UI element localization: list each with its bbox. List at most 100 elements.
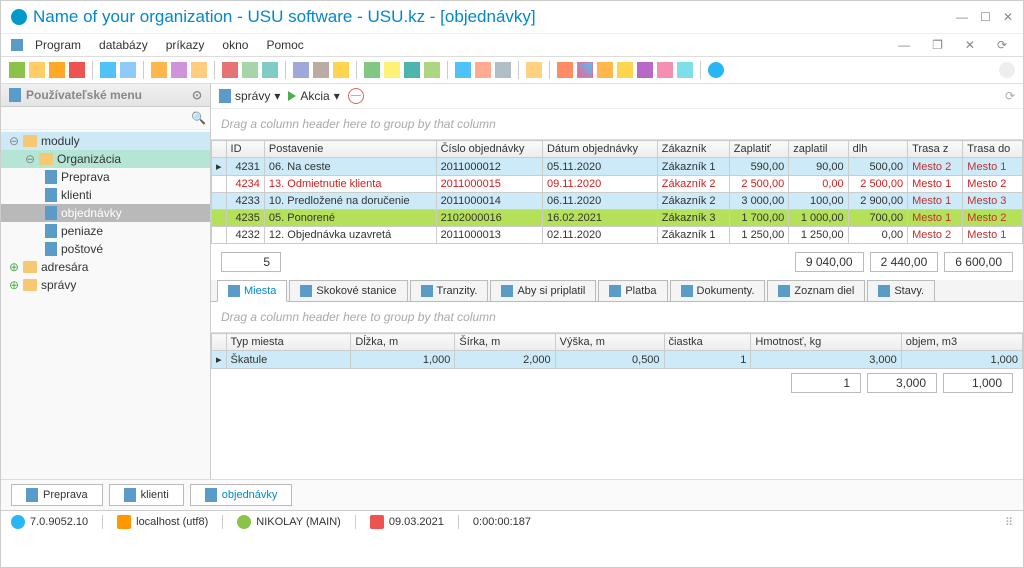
- col-header[interactable]: Výška, m: [555, 334, 664, 351]
- col-header[interactable]: Trasa do: [963, 141, 1023, 158]
- menu-prikazy[interactable]: príkazy: [160, 36, 211, 54]
- col-header[interactable]: Číslo objednávky: [436, 141, 542, 158]
- tree-spravy[interactable]: ⊕správy: [1, 276, 210, 294]
- tree-adresara[interactable]: ⊕adresára: [1, 258, 210, 276]
- status-host: localhost (utf8): [136, 516, 208, 528]
- detail-tab[interactable]: Platba: [598, 280, 667, 301]
- col-header[interactable]: Zákazník: [657, 141, 729, 158]
- detail-tab[interactable]: Aby si priplatil: [490, 280, 596, 301]
- tree-postove[interactable]: poštové: [1, 240, 210, 258]
- reload-icon[interactable]: ⟳: [991, 36, 1013, 54]
- sidebar-search[interactable]: 🔍: [1, 107, 210, 130]
- tree-objednavky[interactable]: objednávky: [1, 204, 210, 222]
- col-header[interactable]: objem, m3: [901, 334, 1022, 351]
- col-header[interactable]: Šírka, m: [455, 334, 555, 351]
- tb-layout-icon[interactable]: [495, 62, 511, 78]
- tb-new-icon[interactable]: [9, 62, 25, 78]
- tb-pin-icon[interactable]: [526, 62, 542, 78]
- col-header[interactable]: dlh: [848, 141, 907, 158]
- col-header[interactable]: Postavenie: [264, 141, 436, 158]
- tb-arrow-icon[interactable]: [333, 62, 349, 78]
- tree-organizacia[interactable]: ⊖Organizácia: [1, 150, 210, 168]
- tb-more-icon[interactable]: [999, 62, 1015, 78]
- col-header[interactable]: ID: [226, 141, 264, 158]
- detail-grid[interactable]: Typ miestaDĺžka, mŠírka, mVýška, mčiastk…: [211, 333, 1023, 369]
- table-row[interactable]: ▸423106. Na ceste201100001205.11.2020Zák…: [212, 158, 1023, 176]
- tb-user-icon[interactable]: [637, 62, 653, 78]
- tb-chart-icon[interactable]: [475, 62, 491, 78]
- spravy-dropdown[interactable]: správy▾: [219, 89, 280, 103]
- menu-pomoc[interactable]: Pomoc: [260, 36, 309, 54]
- tb-theme-icon[interactable]: [577, 62, 593, 78]
- tb-key-icon[interactable]: [677, 62, 693, 78]
- col-header[interactable]: Hmotnosť, kg: [751, 334, 901, 351]
- reload-content-icon[interactable]: ⟳: [1005, 89, 1015, 103]
- tb-export-icon[interactable]: [424, 62, 440, 78]
- tb-tree-icon[interactable]: [293, 62, 309, 78]
- tb-list-icon[interactable]: [313, 62, 329, 78]
- tb-filter-icon[interactable]: [151, 62, 167, 78]
- tb-lock-icon[interactable]: [617, 62, 633, 78]
- table-row[interactable]: 423212. Objednávka uzavretá201100001302.…: [212, 227, 1023, 244]
- tb-users-icon[interactable]: [657, 62, 673, 78]
- table-row[interactable]: 423310. Predložené na doručenie201100001…: [212, 193, 1023, 210]
- col-header[interactable]: čiastka: [664, 334, 751, 351]
- doc-icon: [45, 170, 57, 184]
- detail-tab[interactable]: Skokové stanice: [289, 280, 407, 301]
- col-header[interactable]: Zaplatiť: [729, 141, 788, 158]
- tb-excel-icon[interactable]: [404, 62, 420, 78]
- tb-color-icon[interactable]: [262, 62, 278, 78]
- detail-group-hint[interactable]: Drag a column header here to group by th…: [211, 302, 1023, 333]
- tb-gear-icon[interactable]: [557, 62, 573, 78]
- tree-preprava[interactable]: Preprava: [1, 168, 210, 186]
- doc-tab[interactable]: Preprava: [11, 484, 103, 506]
- tb-sort-icon[interactable]: [171, 62, 187, 78]
- tb-add-icon[interactable]: [364, 62, 380, 78]
- resize-grip-icon[interactable]: ⠿: [1005, 516, 1013, 529]
- tb-delete-icon[interactable]: [69, 62, 85, 78]
- menu-program[interactable]: Program: [29, 36, 87, 54]
- tb-edit-icon[interactable]: [49, 62, 65, 78]
- maximize-icon[interactable]: ☐: [980, 10, 991, 24]
- mdi-restore-icon[interactable]: ❐: [926, 36, 949, 54]
- tree-peniaze[interactable]: peniaze: [1, 222, 210, 240]
- menu-databazy[interactable]: databázy: [93, 36, 154, 54]
- close-icon[interactable]: ✕: [1003, 10, 1013, 24]
- tb-win-icon[interactable]: [455, 62, 471, 78]
- detail-tab[interactable]: Tranzity.: [410, 280, 489, 301]
- tb-flag-icon[interactable]: [222, 62, 238, 78]
- col-header[interactable]: Typ miesta: [226, 334, 351, 351]
- stop-button[interactable]: —: [348, 88, 364, 104]
- tb-search-icon[interactable]: [120, 62, 136, 78]
- minimize-icon[interactable]: —: [956, 10, 968, 24]
- tree-moduly[interactable]: ⊖moduly: [1, 132, 210, 150]
- total-dlh: 6 600,00: [944, 252, 1013, 272]
- tb-image-icon[interactable]: [242, 62, 258, 78]
- detail-tab[interactable]: Zoznam diel: [767, 280, 865, 301]
- table-row[interactable]: 423413. Odmietnutie klienta201100001509.…: [212, 176, 1023, 193]
- mdi-close-icon[interactable]: ✕: [959, 36, 981, 54]
- akcia-dropdown[interactable]: Akcia▾: [288, 89, 339, 103]
- detail-tab[interactable]: Dokumenty.: [670, 280, 766, 301]
- col-header[interactable]: Trasa z: [908, 141, 963, 158]
- tree-klienti[interactable]: klienti: [1, 186, 210, 204]
- detail-tab[interactable]: Stavy.: [867, 280, 935, 301]
- col-header[interactable]: Dátum objednávky: [542, 141, 657, 158]
- tb-note-icon[interactable]: [384, 62, 400, 78]
- tb-open-icon[interactable]: [29, 62, 45, 78]
- orders-grid[interactable]: IDPostavenieČíslo objednávkyDátum objedn…: [211, 140, 1023, 244]
- mdi-min-icon[interactable]: —: [892, 36, 916, 54]
- doc-tab[interactable]: klienti: [109, 484, 184, 506]
- group-hint[interactable]: Drag a column header here to group by th…: [211, 109, 1023, 140]
- tb-info-icon[interactable]: [708, 62, 724, 78]
- col-header[interactable]: zaplatil: [789, 141, 848, 158]
- col-header[interactable]: Dĺžka, m: [351, 334, 455, 351]
- tb-group-icon[interactable]: [191, 62, 207, 78]
- menu-okno[interactable]: okno: [216, 36, 254, 54]
- pin-icon[interactable]: ⊙: [192, 88, 202, 102]
- tb-refresh-icon[interactable]: [100, 62, 116, 78]
- doc-tab[interactable]: objednávky: [190, 484, 293, 506]
- table-row[interactable]: 423505. Ponorené210200001616.02.2021Záka…: [212, 210, 1023, 227]
- tb-rss-icon[interactable]: [597, 62, 613, 78]
- detail-tab[interactable]: Miesta: [217, 280, 287, 302]
